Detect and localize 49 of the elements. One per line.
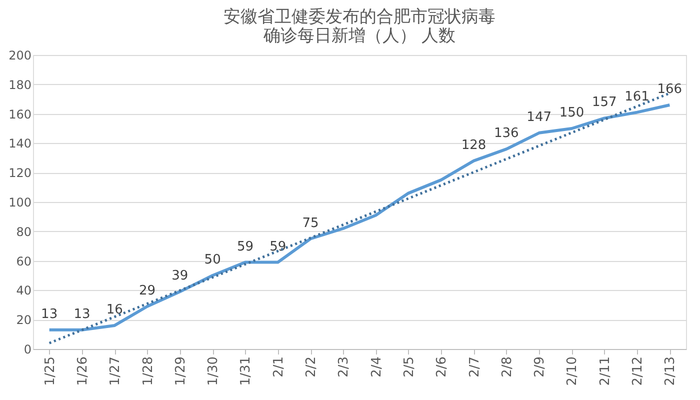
x-tick-label: 2/1 <box>271 356 286 378</box>
data-label: 75 <box>302 216 319 231</box>
y-tick-label: 60 <box>16 254 32 268</box>
x-tick-label: 1/25 <box>42 356 58 386</box>
y-tick-label: 40 <box>16 284 32 298</box>
data-label: 59 <box>236 239 254 254</box>
data-label: 136 <box>494 126 519 142</box>
data-label: 161 <box>624 89 650 104</box>
y-tick-label: 180 <box>8 78 32 92</box>
data-label: 147 <box>526 110 552 125</box>
y-tick-label: 100 <box>8 196 32 210</box>
y-tick-label: 0 <box>24 342 32 356</box>
y-tick-label: 80 <box>16 224 32 239</box>
data-label: 128 <box>461 138 486 153</box>
data-label: 59 <box>270 239 286 254</box>
x-tick-label: 2/5 <box>402 356 417 378</box>
y-tick-label: 140 <box>8 136 32 151</box>
data-label: 29 <box>139 283 156 298</box>
data-label: 39 <box>172 268 188 284</box>
x-tick-label: 2/7 <box>467 356 482 378</box>
x-tick-label: 2/8 <box>500 356 515 378</box>
data-label: 50 <box>204 252 221 268</box>
data-label: 166 <box>657 82 682 97</box>
x-tick-label: 1/27 <box>108 356 124 386</box>
y-tick-label: 120 <box>8 166 32 180</box>
text: 安徽省卫健委发布的合肥市冠状病毒 <box>224 7 496 27</box>
data-label: 157 <box>592 95 617 110</box>
x-tick-label: 1/29 <box>173 356 188 386</box>
x-tick-label: 1/31 <box>238 356 254 386</box>
x-tick-label: 2/13 <box>663 356 678 386</box>
x-tick-label: 1/26 <box>75 356 90 386</box>
x-tick-label: 2/9 <box>532 356 548 378</box>
text: 确诊每日新增（人） 人数 <box>263 26 456 46</box>
data-label: 16 <box>106 302 123 318</box>
x-tick-label: 1/28 <box>140 356 156 386</box>
data-label: 13 <box>41 306 58 322</box>
y-tick-label: 20 <box>16 313 32 328</box>
y-tick-label: 160 <box>8 107 32 122</box>
x-tick-label: 2/11 <box>598 356 613 386</box>
data-label: 13 <box>74 306 90 322</box>
x-tick-label: 2/6 <box>434 356 450 378</box>
x-tick-label: 2/4 <box>369 356 384 378</box>
x-tick-label: 2/2 <box>304 356 320 378</box>
data-label: 150 <box>559 106 584 120</box>
y-tick-label: 200 <box>8 48 32 62</box>
x-tick-label: 2/12 <box>630 356 646 386</box>
x-tick-label: 1/30 <box>206 356 222 386</box>
x-tick-label: 2/3 <box>336 356 352 378</box>
x-tick-label: 2/10 <box>565 356 580 386</box>
